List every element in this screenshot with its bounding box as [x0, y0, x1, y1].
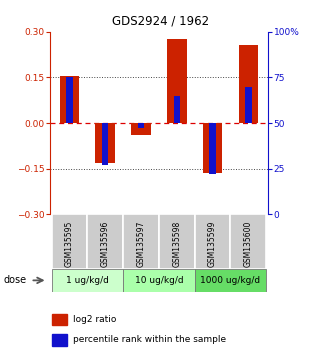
Bar [52, 314, 67, 325]
Bar [131, 123, 151, 135]
Text: GSM135595: GSM135595 [65, 221, 74, 267]
Bar [52, 334, 67, 346]
Bar [245, 86, 252, 123]
Text: log2 ratio: log2 ratio [74, 315, 117, 324]
Bar [195, 214, 230, 269]
Text: dose: dose [3, 275, 26, 285]
Bar [159, 214, 195, 269]
Bar [138, 123, 144, 129]
Bar [167, 39, 187, 123]
Text: GSM135597: GSM135597 [136, 221, 145, 267]
Bar [87, 214, 123, 269]
Bar [95, 123, 115, 162]
Text: GSM135596: GSM135596 [101, 221, 110, 267]
Text: GSM135600: GSM135600 [244, 221, 253, 267]
Text: GSM135599: GSM135599 [208, 221, 217, 267]
Bar [52, 269, 123, 292]
Text: GSM135598: GSM135598 [172, 221, 181, 267]
Text: 1000 ug/kg/d: 1000 ug/kg/d [200, 276, 261, 285]
Bar [239, 45, 258, 123]
Bar [230, 214, 266, 269]
Bar [102, 123, 108, 165]
Bar [123, 269, 195, 292]
Bar [209, 123, 216, 174]
Bar [195, 269, 266, 292]
Text: GDS2924 / 1962: GDS2924 / 1962 [112, 14, 209, 27]
Text: percentile rank within the sample: percentile rank within the sample [74, 335, 227, 344]
Bar [66, 78, 73, 123]
Bar [174, 96, 180, 123]
Bar [52, 214, 87, 269]
Bar [123, 214, 159, 269]
Text: 1 ug/kg/d: 1 ug/kg/d [66, 276, 109, 285]
Bar [203, 123, 222, 172]
Bar [60, 76, 79, 123]
Text: 10 ug/kg/d: 10 ug/kg/d [134, 276, 183, 285]
